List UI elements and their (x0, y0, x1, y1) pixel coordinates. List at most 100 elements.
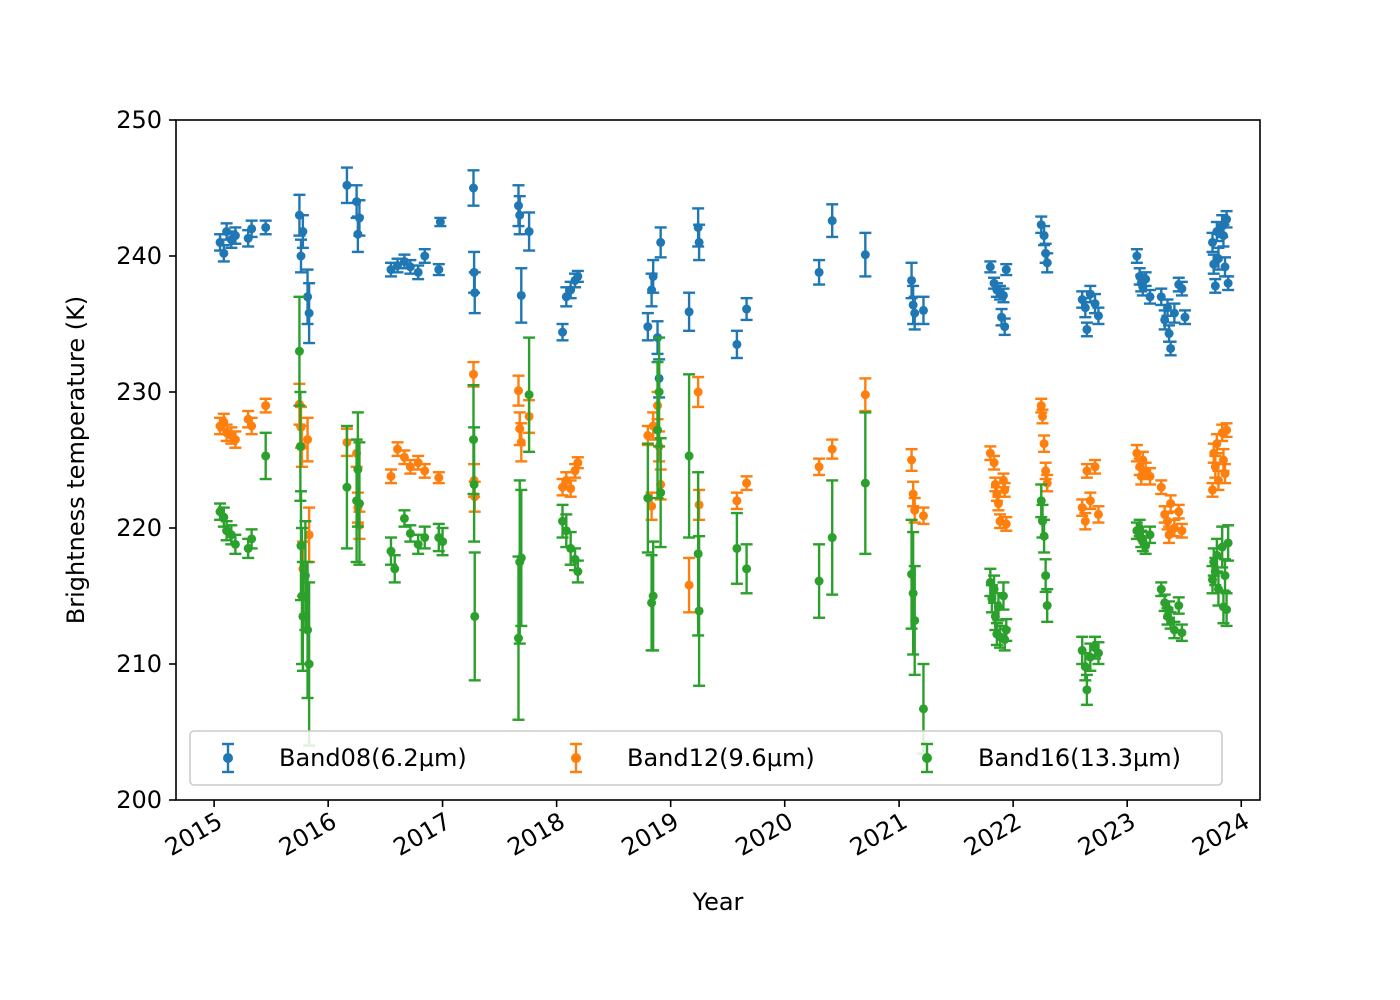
data-point (1085, 496, 1095, 506)
data-point (1000, 635, 1010, 645)
data-point (1036, 401, 1046, 411)
data-point (219, 248, 229, 258)
data-point (1169, 308, 1179, 318)
legend-box (189, 730, 1223, 786)
legend-entry (921, 742, 933, 774)
data-point (910, 308, 920, 318)
plot-series (214, 166, 1235, 755)
data-point (643, 322, 653, 332)
y-tick-label: 210 (116, 650, 162, 678)
y-axis: 200 210 220 230 240 250 (116, 106, 176, 814)
data-point (1039, 231, 1049, 241)
data-point (386, 471, 396, 481)
data-point (434, 265, 444, 275)
data-point (1036, 496, 1046, 506)
data-point (405, 262, 415, 272)
data-point (1090, 462, 1100, 472)
data-point (420, 466, 430, 476)
data-point (566, 484, 576, 494)
legend-entry (570, 742, 582, 774)
data-point (989, 458, 999, 468)
data-point (654, 387, 664, 397)
data-point (814, 267, 824, 277)
data-point (918, 305, 928, 315)
data-point (684, 580, 694, 590)
legend: Band08(6.2μm) Band12(9.6μm) Band16(13.3μm) (189, 730, 1223, 786)
data-point (732, 339, 742, 349)
data-point (304, 530, 314, 540)
legend-marker-point (571, 753, 581, 763)
data-point (860, 390, 870, 400)
data-point (742, 478, 752, 488)
data-point (516, 553, 526, 563)
data-point (1163, 516, 1173, 526)
legend-marker-point (223, 753, 233, 763)
data-point (1174, 507, 1184, 517)
data-point (230, 231, 240, 241)
data-point (1080, 303, 1090, 313)
data-point (732, 496, 742, 506)
data-point (524, 227, 534, 237)
data-point (1000, 485, 1010, 495)
data-point (390, 564, 400, 574)
data-point (558, 327, 568, 337)
data-point (261, 401, 271, 411)
data-point (1080, 516, 1090, 526)
data-point (910, 615, 920, 625)
data-point (1141, 274, 1151, 284)
data-point (684, 307, 694, 317)
data-point (985, 262, 995, 272)
data-point (434, 473, 444, 483)
data-point (1001, 625, 1011, 635)
data-point (219, 512, 229, 522)
data-point (918, 704, 928, 714)
data-point (573, 567, 583, 577)
data-point (1145, 292, 1155, 302)
data-point (648, 271, 658, 281)
data-point (860, 250, 870, 260)
data-point (468, 369, 478, 379)
y-tick-label: 220 (116, 514, 162, 542)
data-point (1166, 499, 1176, 509)
data-point (1090, 299, 1100, 309)
data-point (1169, 625, 1179, 635)
data-point (298, 227, 308, 237)
data-point (353, 229, 363, 239)
data-point (998, 290, 1008, 300)
data-point (342, 180, 352, 190)
data-point (386, 546, 396, 556)
data-point (993, 499, 1003, 509)
series-3 (214, 295, 1235, 755)
data-point (1077, 503, 1087, 513)
data-point (1180, 312, 1190, 322)
data-point (247, 534, 257, 544)
data-point (413, 458, 423, 468)
data-point (247, 224, 257, 234)
data-point (1042, 478, 1052, 488)
data-point (1082, 324, 1092, 334)
data-point (1156, 482, 1166, 492)
data-point (814, 576, 824, 586)
data-point (469, 479, 479, 489)
data-point (907, 275, 917, 285)
data-point (1208, 237, 1218, 247)
data-point (1041, 466, 1051, 476)
data-point (1164, 329, 1174, 339)
y-tick-label: 240 (116, 242, 162, 270)
data-point (1001, 265, 1011, 275)
data-point (1001, 519, 1011, 529)
x-axis-label: Year (692, 888, 744, 916)
data-point (827, 444, 837, 454)
data-point (1093, 509, 1103, 519)
data-point (1042, 258, 1052, 268)
data-point (304, 308, 314, 318)
data-point (643, 431, 653, 441)
data-point (420, 533, 430, 543)
legend-entry (222, 742, 234, 774)
data-point (573, 271, 583, 281)
data-point (656, 488, 666, 498)
data-point (908, 588, 918, 598)
data-point (1218, 455, 1228, 465)
data-point (653, 425, 663, 435)
data-point (558, 516, 568, 526)
